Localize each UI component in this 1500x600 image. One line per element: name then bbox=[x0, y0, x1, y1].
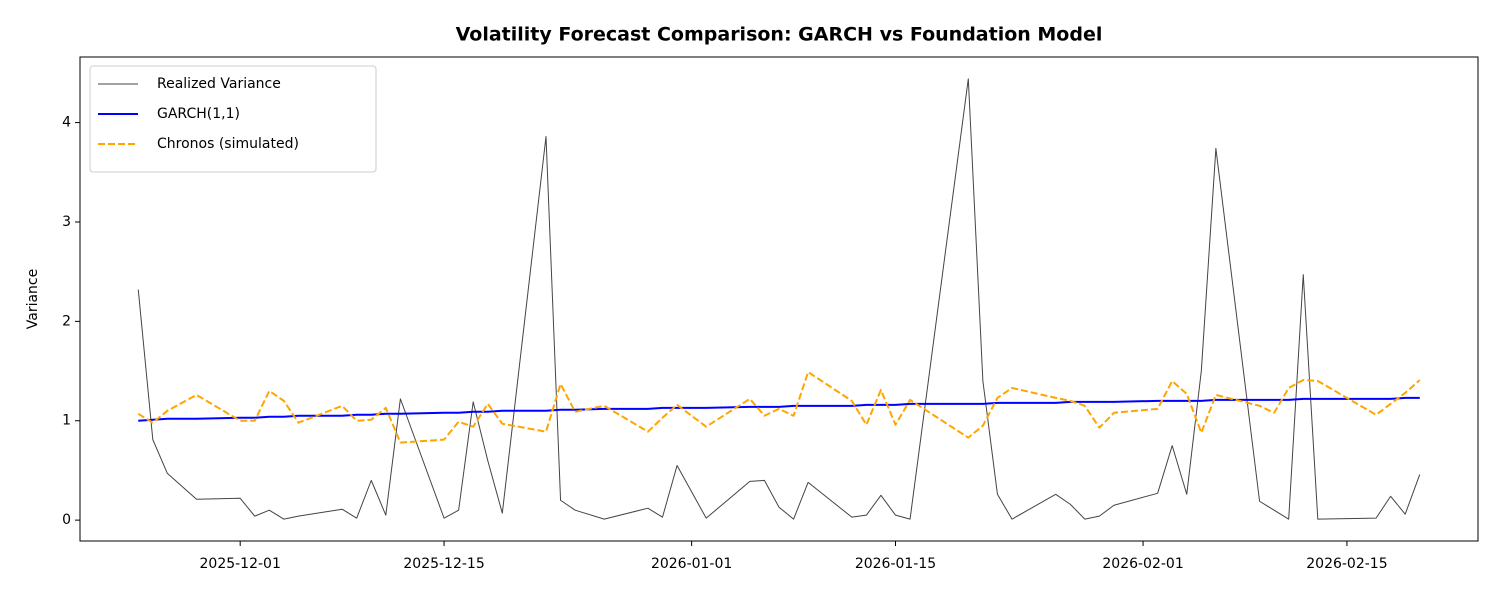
series-line bbox=[138, 396, 1420, 422]
plot-frame bbox=[79, 56, 1479, 542]
x-tick-label: 2026-01-01 bbox=[651, 556, 732, 572]
y-tick-label: 3 bbox=[62, 214, 71, 230]
x-tick-label: 2025-12-15 bbox=[403, 556, 484, 572]
legend-label: Chronos (simulated) bbox=[157, 136, 299, 152]
y-tick-label: 4 bbox=[62, 115, 71, 131]
x-tick-label: 2025-12-01 bbox=[200, 556, 281, 572]
x-tick-label: 2026-02-15 bbox=[1306, 556, 1387, 572]
y-tick-label: 1 bbox=[62, 413, 71, 429]
y-tick-label: 0 bbox=[62, 512, 71, 528]
y-tick-label: 2 bbox=[62, 313, 71, 329]
x-tick-label: 2026-02-01 bbox=[1102, 556, 1183, 572]
chart-title: Volatility Forecast Comparison: GARCH vs… bbox=[456, 24, 1103, 46]
legend-label: GARCH(1,1) bbox=[157, 106, 240, 122]
y-axis-label: Variance bbox=[25, 269, 41, 329]
series-line bbox=[137, 78, 1421, 520]
x-tick-label: 2026-01-15 bbox=[855, 556, 936, 572]
legend-label: Realized Variance bbox=[157, 76, 281, 92]
series-line bbox=[137, 371, 1421, 444]
legend-box bbox=[89, 65, 377, 173]
